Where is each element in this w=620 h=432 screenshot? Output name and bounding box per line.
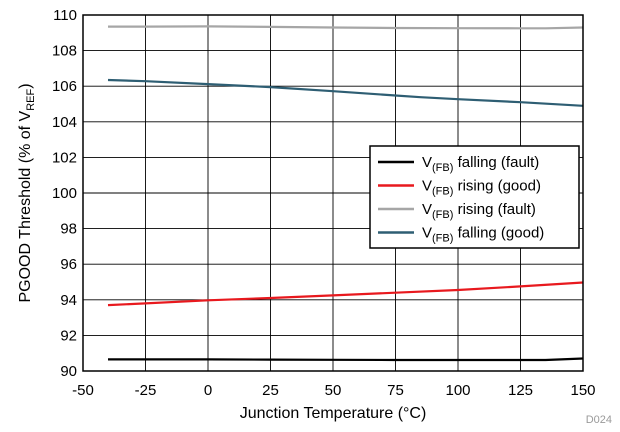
y-axis-title-close: ) [17, 83, 34, 88]
legend-entry: V(FB) rising (fault) [422, 201, 536, 221]
y-tick-label: 90 [60, 363, 77, 380]
legend-entry-sub: (FB) [432, 162, 453, 174]
legend-entry-v: V [422, 225, 432, 242]
y-tick-label: 100 [52, 185, 77, 202]
y-tick-label: 108 [52, 43, 77, 60]
x-tick-label: 0 [204, 382, 212, 399]
legend-entry-sub: (FB) [432, 233, 453, 245]
y-axis-title-sub: REF [25, 88, 37, 110]
x-tick-label: 100 [445, 382, 470, 399]
legend-entry: V(FB) falling (fault) [422, 154, 539, 174]
y-tick-label: 106 [52, 78, 77, 95]
legend-entry: V(FB) rising (good) [422, 178, 541, 198]
legend: V(FB) falling (fault)V(FB) rising (good)… [369, 145, 580, 249]
y-tick-label: 94 [60, 292, 77, 309]
legend-entry-label: falling (good) [453, 225, 544, 242]
x-tick-label: -25 [135, 382, 157, 399]
legend-entry-v: V [422, 201, 432, 218]
y-tick-labels: 90 92 94 96 98 100 102 104 106 108 110 [52, 7, 77, 380]
legend-entry-label: rising (fault) [453, 201, 536, 218]
x-tick-label: 150 [570, 382, 595, 399]
plot-frame [82, 14, 584, 372]
legend-entry-sub: (FB) [432, 209, 453, 221]
y-axis-title: PGOOD Threshold (% of VREF) [17, 83, 37, 302]
series-lines [107, 25, 584, 362]
y-tick-label: 96 [60, 256, 77, 273]
legend-entry-label: falling (fault) [453, 154, 539, 171]
x-tick-label: 25 [262, 382, 279, 399]
x-tick-label: 125 [508, 382, 533, 399]
legend-entry-sub: (FB) [432, 186, 453, 198]
y-axis-title-main: PGOOD Threshold (% of V [17, 110, 34, 302]
y-tick-label: 102 [52, 149, 77, 166]
y-tick-label: 98 [60, 221, 77, 238]
x-tick-labels: -50 -25 0 25 50 75 100 125 150 [72, 382, 595, 399]
series-line-3 [108, 25, 584, 30]
figure-id: D024 [586, 414, 612, 426]
x-axis-title: Junction Temperature (°C) [240, 405, 427, 422]
legend-entry-label: rising (good) [453, 178, 541, 195]
x-tick-label: 50 [325, 382, 342, 399]
y-tick-label: 110 [53, 7, 77, 24]
legend-entry-v: V [422, 154, 432, 171]
legend-entry: V(FB) falling (good) [422, 225, 544, 245]
legend-entry-v: V [422, 178, 432, 195]
y-tick-label: 104 [52, 114, 77, 131]
series-line-4 [107, 78, 584, 107]
series-line-1 [108, 357, 584, 362]
series-line-2 [107, 281, 584, 307]
y-tick-label: 92 [60, 327, 77, 344]
x-tick-label: 75 [387, 382, 404, 399]
x-tick-label: -50 [72, 382, 94, 399]
